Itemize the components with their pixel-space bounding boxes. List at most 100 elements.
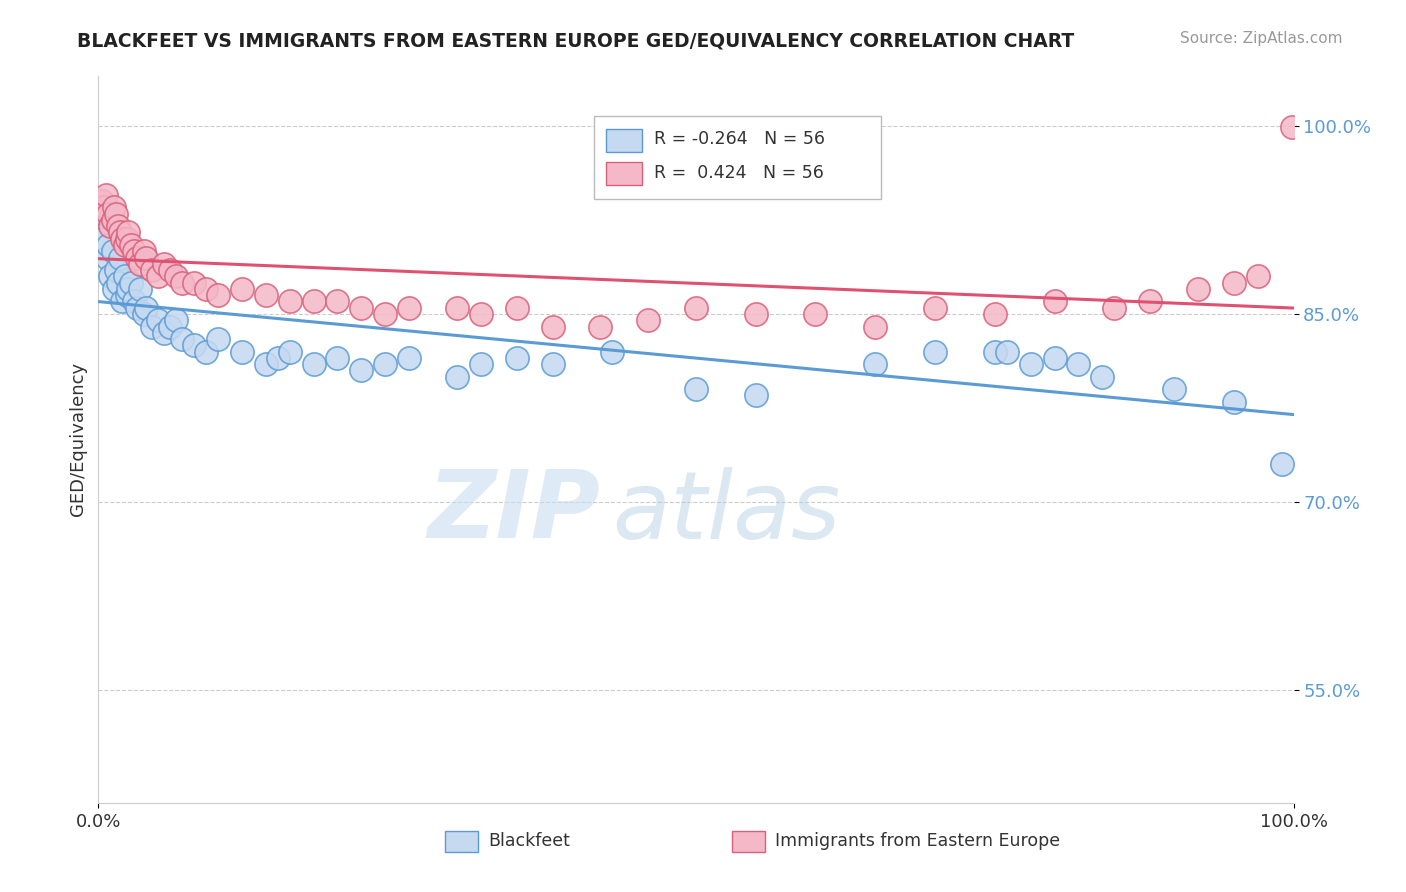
Point	[103, 201, 125, 215]
Point	[326, 294, 349, 309]
Point	[115, 232, 138, 246]
Point	[207, 288, 229, 302]
Point	[374, 307, 396, 321]
Point	[195, 344, 218, 359]
FancyBboxPatch shape	[446, 831, 478, 852]
Point	[97, 238, 120, 252]
Point	[101, 244, 124, 259]
Point	[1019, 357, 1042, 371]
Point	[1067, 357, 1090, 371]
Point	[231, 344, 253, 359]
Point	[93, 207, 115, 221]
Point	[1043, 294, 1066, 309]
Point	[254, 288, 277, 302]
Point	[1281, 120, 1303, 135]
Point	[541, 319, 564, 334]
Point	[1163, 382, 1185, 396]
Text: Blackfeet: Blackfeet	[488, 832, 569, 850]
Text: ZIP: ZIP	[427, 466, 600, 558]
Point	[125, 251, 148, 265]
Text: Immigrants from Eastern Europe: Immigrants from Eastern Europe	[775, 832, 1060, 850]
Point	[132, 307, 155, 321]
Point	[195, 282, 218, 296]
Point	[120, 238, 142, 252]
Point	[108, 251, 131, 265]
Text: BLACKFEET VS IMMIGRANTS FROM EASTERN EUROPE GED/EQUIVALENCY CORRELATION CHART: BLACKFEET VS IMMIGRANTS FROM EASTERN EUR…	[77, 31, 1074, 50]
Y-axis label: GED/Equivalency: GED/Equivalency	[69, 362, 87, 516]
Point	[114, 238, 136, 252]
Point	[302, 357, 325, 371]
Point	[101, 213, 124, 227]
Point	[254, 357, 277, 371]
Point	[984, 344, 1007, 359]
Point	[1139, 294, 1161, 309]
FancyBboxPatch shape	[606, 161, 643, 185]
Point	[1271, 458, 1294, 472]
Point	[141, 263, 163, 277]
Point	[1187, 282, 1209, 296]
Point	[129, 282, 152, 296]
Point	[132, 244, 155, 259]
Point	[97, 207, 120, 221]
Point	[91, 232, 114, 246]
Point	[124, 244, 146, 259]
Point	[96, 251, 118, 265]
Text: R = -0.264   N = 56: R = -0.264 N = 56	[654, 130, 825, 148]
Point	[141, 319, 163, 334]
Point	[1223, 394, 1246, 409]
Point	[108, 226, 131, 240]
Point	[159, 263, 181, 277]
Point	[115, 288, 138, 302]
Point	[865, 319, 887, 334]
Point	[745, 388, 768, 402]
Point	[1223, 276, 1246, 290]
Point	[398, 351, 420, 365]
Point	[129, 257, 152, 271]
Point	[114, 269, 136, 284]
Point	[350, 363, 373, 377]
FancyBboxPatch shape	[733, 831, 765, 852]
Point	[589, 319, 612, 334]
Text: Source: ZipAtlas.com: Source: ZipAtlas.com	[1180, 31, 1343, 46]
Point	[111, 232, 134, 246]
Point	[995, 344, 1018, 359]
Point	[124, 294, 146, 309]
Point	[685, 301, 707, 315]
Point	[105, 207, 128, 221]
Point	[446, 301, 468, 315]
Point	[135, 251, 157, 265]
Point	[506, 301, 529, 315]
Point	[111, 294, 134, 309]
Point	[470, 357, 492, 371]
Point	[94, 187, 117, 202]
Point	[107, 219, 129, 234]
Point	[153, 326, 176, 340]
Point	[153, 257, 176, 271]
Point	[135, 301, 157, 315]
Point	[172, 332, 194, 346]
Point	[159, 319, 181, 334]
Point	[278, 294, 301, 309]
Point	[745, 307, 768, 321]
Point	[506, 351, 529, 365]
Point	[1104, 301, 1126, 315]
Point	[172, 276, 194, 290]
Point	[804, 307, 827, 321]
Point	[924, 301, 946, 315]
Point	[107, 276, 129, 290]
Point	[350, 301, 373, 315]
Point	[93, 201, 115, 215]
Point	[117, 226, 139, 240]
Text: R =  0.424   N = 56: R = 0.424 N = 56	[654, 163, 824, 181]
Point	[602, 344, 624, 359]
Point	[637, 313, 659, 327]
Point	[865, 357, 887, 371]
FancyBboxPatch shape	[595, 116, 882, 200]
Point	[98, 269, 122, 284]
Point	[1091, 369, 1114, 384]
Point	[398, 301, 420, 315]
Point	[267, 351, 290, 365]
Point	[125, 301, 148, 315]
Text: atlas: atlas	[613, 467, 841, 558]
Point	[183, 276, 205, 290]
